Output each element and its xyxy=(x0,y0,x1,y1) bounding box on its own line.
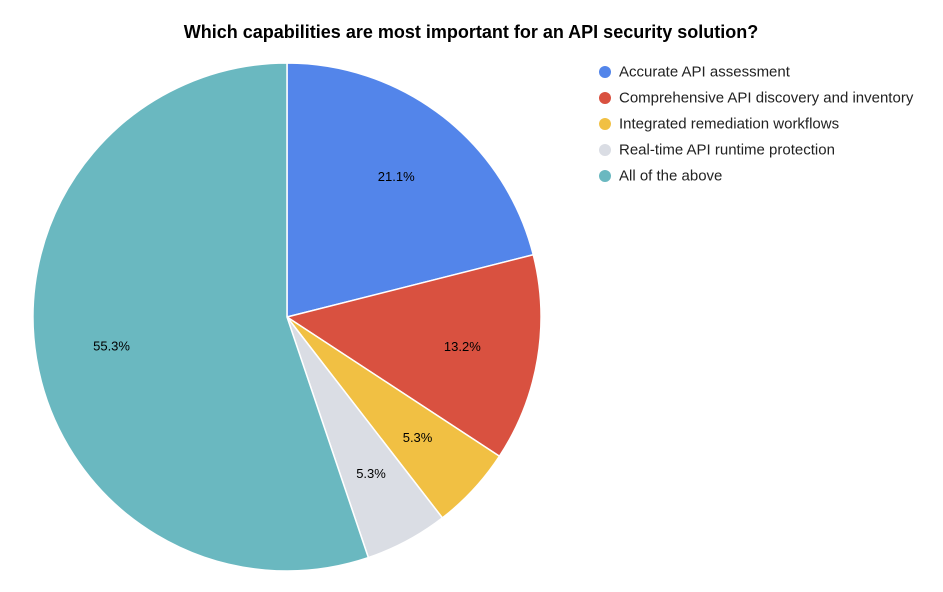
chart-title: Which capabilities are most important fo… xyxy=(184,22,758,42)
legend-marker xyxy=(599,92,611,104)
slice-label-all-of-the-above: 55.3% xyxy=(93,338,130,353)
pie-slices xyxy=(32,62,542,572)
pie-slice-labels: 21.1% 13.2% 5.3% 5.3% 55.3% xyxy=(93,169,481,481)
legend-item-comprehensive-api-discovery-and-inventory: Comprehensive API discovery and inventor… xyxy=(599,90,914,107)
legend-label: All of the above xyxy=(619,168,722,185)
legend-item-integrated-remediation-workflows: Integrated remediation workflows xyxy=(599,116,839,133)
legend-marker xyxy=(599,66,611,78)
slice-label-accurate-api-assessment: 21.1% xyxy=(378,169,415,184)
pie-slice-accurate-api-assessment xyxy=(286,62,534,318)
legend-label: Real-time API runtime protection xyxy=(619,142,835,159)
legend-item-all-of-the-above: All of the above xyxy=(599,168,722,185)
pie-slice-comprehensive-api-discovery-and-inventory xyxy=(286,253,542,457)
slice-label-integrated-remediation-workflows: 5.3% xyxy=(403,430,433,445)
legend-label: Integrated remediation workflows xyxy=(619,116,839,133)
legend-label: Accurate API assessment xyxy=(619,64,791,81)
legend-marker xyxy=(599,118,611,130)
slice-label-real-time-api-runtime-protection: 5.3% xyxy=(356,466,386,481)
legend-marker xyxy=(599,170,611,182)
pie-slice-all-of-the-above xyxy=(32,62,370,572)
legend-marker xyxy=(599,144,611,156)
legend-label: Comprehensive API discovery and inventor… xyxy=(619,90,914,107)
legend: Accurate API assessment Comprehensive API… xyxy=(599,64,914,185)
slice-label-comprehensive-api-discovery-and-inventory: 13.2% xyxy=(444,339,481,354)
legend-item-accurate-api-assessment: Accurate API assessment xyxy=(599,64,791,81)
legend-item-real-time-api-runtime-protection: Real-time API runtime protection xyxy=(599,142,835,159)
